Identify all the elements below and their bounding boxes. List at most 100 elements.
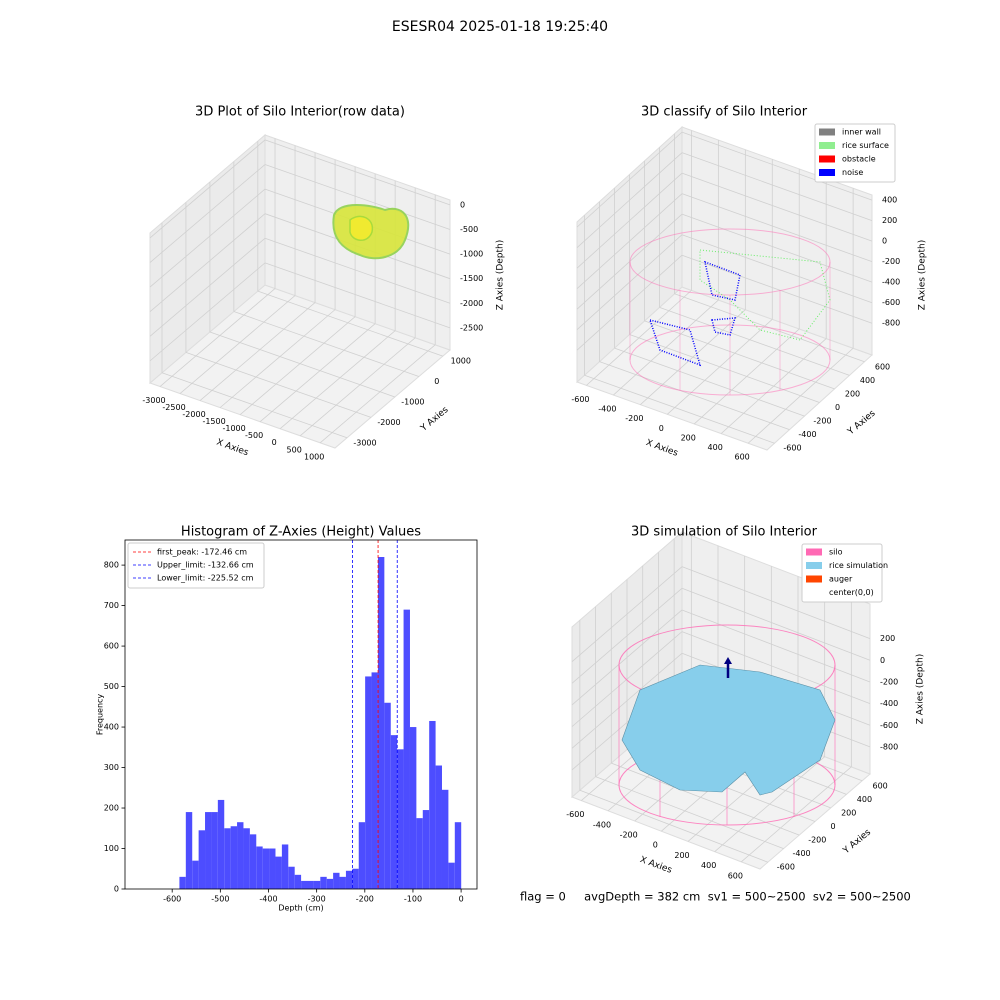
x-tick-label: -1000	[222, 424, 245, 433]
x-tick-label: 500	[287, 445, 302, 454]
x-tick-label: -100	[404, 895, 422, 904]
y-tick-label: 1000	[451, 357, 471, 366]
grid-line	[264, 139, 451, 206]
grid-line	[576, 152, 683, 248]
bar	[422, 810, 430, 889]
grid-line	[611, 762, 800, 836]
x-tick-label: 0	[272, 438, 277, 447]
subplot-title: 3D simulation of Silo Interior	[631, 525, 818, 540]
axes-frame	[124, 539, 478, 890]
grid-line	[571, 631, 683, 727]
grid-line	[576, 234, 683, 330]
x-tick-label: 600	[728, 871, 743, 880]
y-tick-label: 200	[845, 389, 860, 398]
bar	[454, 822, 462, 889]
silo-wireframe	[629, 324, 831, 396]
y-tick-label: 400	[860, 376, 875, 385]
z-tick-label: -1500	[460, 274, 483, 283]
grid-line	[681, 213, 873, 283]
grid-line	[279, 330, 396, 430]
x-tick-label: 200	[681, 433, 696, 442]
legend-swatch	[806, 548, 822, 556]
legend-label: Upper_limit: -132.66 cm	[157, 561, 254, 570]
bar	[224, 828, 231, 889]
legend-frame	[801, 543, 883, 603]
legend-swatch	[819, 155, 835, 163]
x-tick-label: 1000	[304, 452, 324, 461]
point-cloud-blob	[349, 215, 374, 241]
grid-line	[681, 587, 871, 661]
y-tick-label: -600	[777, 863, 795, 872]
grid-line	[264, 237, 451, 304]
legend-label: Lower_limit: -225.52 cm	[157, 574, 254, 583]
y-tick-label: -3000	[353, 438, 376, 447]
bar	[217, 799, 225, 889]
z-tick-label: 0	[460, 200, 465, 209]
z-tick-label: 200	[880, 634, 895, 643]
axes-3d	[576, 125, 873, 451]
legend-frame	[127, 542, 265, 589]
legend-label: first_peak: -172.46 cm	[157, 548, 247, 557]
x-tick-label: -200	[620, 831, 638, 840]
figure-title: ESESR04 2025-01-18 19:25:40	[392, 19, 608, 35]
x-tick-label: -1500	[202, 417, 225, 426]
z-tick-label: -200	[880, 677, 898, 686]
y-tick-label: 800	[104, 561, 119, 570]
grid-line	[149, 262, 266, 362]
status-footer: flag = 0 avgDepth = 382 cm sv1 = 500~250…	[520, 890, 911, 904]
bar	[281, 844, 289, 889]
bar	[256, 846, 263, 889]
legend-label: rice surface	[842, 141, 889, 150]
z-tick-label: -600	[880, 721, 898, 730]
y-tick-label: 300	[104, 763, 119, 772]
bar	[288, 866, 295, 889]
grid-line	[233, 311, 419, 377]
legend: silo rice simulation auger center(0,0)	[801, 543, 888, 603]
x-tick-label: -600	[571, 395, 589, 404]
x-tick-label: 400	[708, 443, 723, 452]
bar	[294, 874, 302, 889]
y-tick-label: 600	[873, 781, 888, 790]
x-tick-label: 0	[459, 895, 464, 904]
plot-content	[618, 624, 836, 826]
silo-wireframe	[629, 262, 831, 395]
z-tick-label: 400	[882, 196, 897, 205]
legend-label: silo	[829, 548, 843, 557]
bar	[262, 848, 270, 889]
bar	[429, 720, 436, 889]
y-tick-label: 0	[830, 822, 835, 831]
x-tick-label: -300	[308, 895, 326, 904]
bar	[377, 557, 385, 889]
grid-line	[681, 631, 871, 704]
bar	[198, 830, 206, 889]
grid-line	[681, 254, 873, 324]
bar	[179, 876, 186, 889]
y-tick-label: -2000	[377, 418, 400, 427]
grid-line	[571, 609, 683, 706]
grid-line	[257, 290, 443, 357]
z-tick-label: -400	[882, 278, 900, 287]
grid-line	[681, 152, 873, 222]
x-tick-label: -600	[163, 895, 181, 904]
bar	[211, 812, 218, 889]
y-tick-label: 200	[841, 808, 856, 817]
bar	[333, 872, 340, 889]
x-tick-label: -200	[625, 414, 643, 423]
x-tick-label: -500	[211, 895, 229, 904]
legend-swatch	[819, 128, 835, 136]
grid-line	[659, 306, 850, 376]
legend-swatch	[806, 575, 822, 583]
z-tick-label: -2000	[460, 299, 483, 308]
x-tick-label: -2000	[182, 410, 205, 419]
grid-line	[681, 609, 871, 683]
y-tick-label: 400	[857, 795, 872, 804]
z-tick-label: -800	[880, 742, 898, 751]
grid-line	[681, 131, 873, 201]
bar	[365, 676, 372, 889]
legend-swatch	[819, 169, 835, 176]
bar	[345, 870, 353, 889]
legend-label: inner wall	[842, 128, 881, 137]
grid-line	[149, 164, 266, 263]
z-tick-label: -2500	[460, 323, 483, 332]
